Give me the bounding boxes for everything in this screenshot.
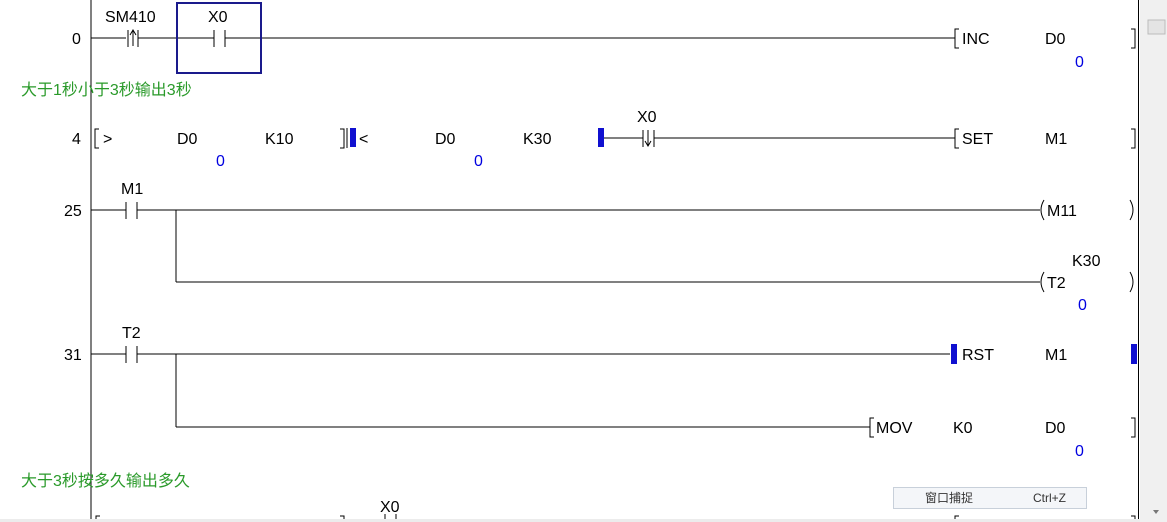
instruction-arg: M1 [1045,347,1067,364]
instruction-arg: D0 [1045,31,1066,48]
rising-edge-contact[interactable] [127,29,139,47]
contact-label: X0 [380,499,400,516]
coil-label: M11 [1047,203,1077,220]
step-number: 0 [72,31,81,48]
instruction-arg: M1 [1045,131,1067,148]
coil-label: T2 [1047,275,1066,292]
timer-setpoint: K30 [1072,253,1101,270]
rung-31[interactable]: 31 T2 RST M1 MOV K0 D0 0 [64,325,1137,460]
contact-label: SM410 [105,9,156,26]
compare-operand: K10 [265,131,294,148]
compare-op: > [103,131,112,148]
cursor-box [176,2,262,74]
instruction-arg: D0 [1045,420,1066,437]
contact-label: X0 [208,9,228,26]
compare-operand: D0 [435,131,456,148]
horizontal-scrollbar[interactable] [0,519,1140,522]
falling-edge-contact[interactable] [642,130,655,147]
tooltip-window-capture[interactable]: 窗口捕捉 Ctrl+Z [893,487,1087,509]
cursor-marker [951,344,957,364]
monitor-value: 0 [1075,443,1084,460]
monitor-value: 0 [216,153,225,170]
rung-0[interactable]: 0 SM410 X0 INC D0 0 [72,2,1136,74]
instruction-op: INC [962,31,990,48]
rung-comment: 大于3秒按多久输出多久 [21,472,190,490]
rung-4[interactable]: 4 > D0 0 K10 < D0 0 K30 X0 SET M1 [72,109,1136,170]
rung-partial[interactable]: X0 [95,499,1136,522]
rung-comment: 大于1秒小于3秒输出3秒 [21,81,192,99]
tooltip-label: 窗口捕捉 [925,490,973,505]
instruction-op: RST [962,347,994,364]
compare-op: < [359,131,368,148]
step-number: 31 [64,347,82,364]
cursor-marker [598,128,604,147]
contact-label: X0 [637,109,657,126]
step-number: 4 [72,131,81,148]
vertical-scrollbar[interactable] [1140,0,1167,522]
monitor-value: 0 [1078,297,1087,314]
cursor-marker [1131,344,1137,364]
compare-operand: K30 [523,131,552,148]
cursor-marker [350,128,356,147]
instruction-op: SET [962,131,993,148]
compare-operand: D0 [177,131,198,148]
tooltip-shortcut: Ctrl+Z [1033,491,1066,505]
step-number: 25 [64,203,82,220]
instruction-op: MOV [876,420,913,437]
contact-label: M1 [121,181,143,198]
instruction-arg: K0 [953,420,973,437]
monitor-value: 0 [1075,54,1084,71]
rung-25[interactable]: 25 M1 M11 T2 K30 0 [64,181,1134,314]
contact-label: T2 [122,325,141,342]
monitor-value: 0 [474,153,483,170]
scroll-down-arrow-icon[interactable] [1153,510,1159,514]
scroll-thumb[interactable] [1147,19,1166,35]
